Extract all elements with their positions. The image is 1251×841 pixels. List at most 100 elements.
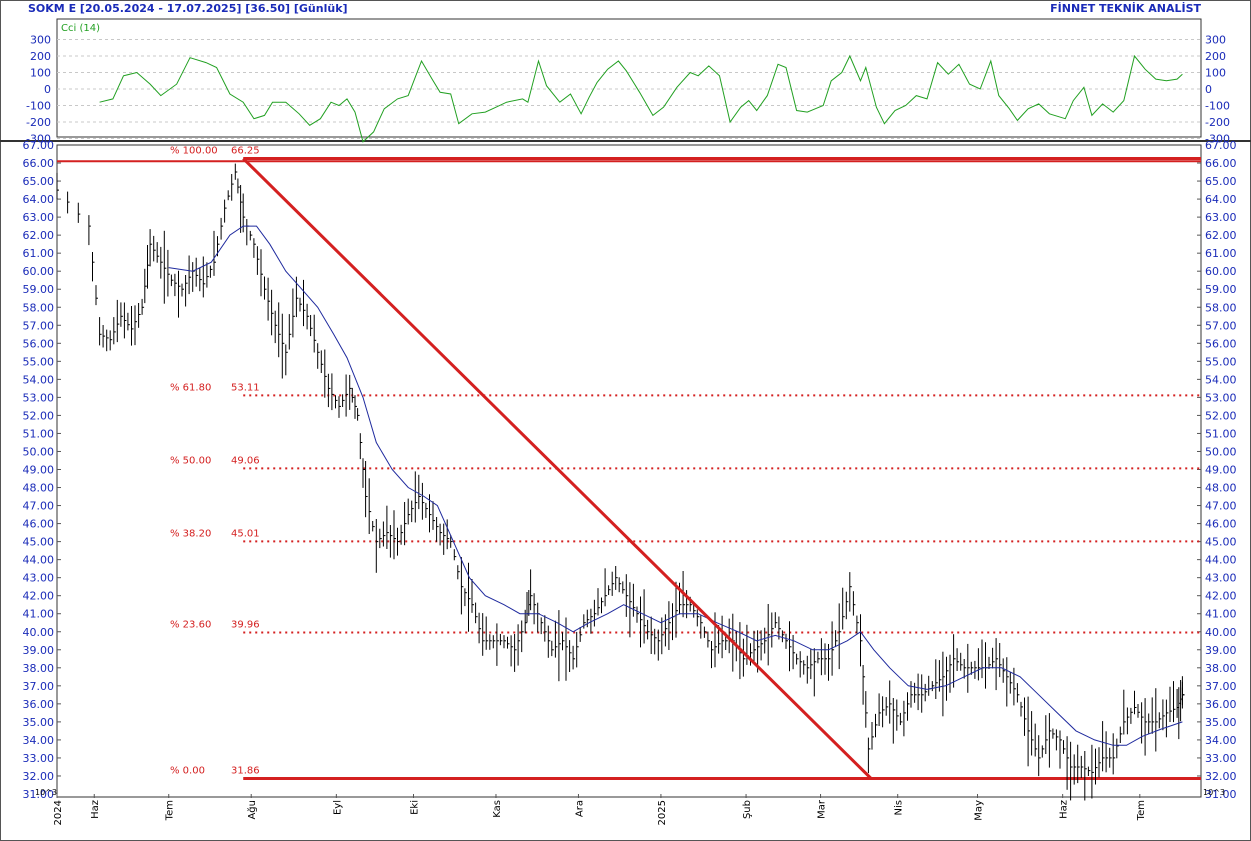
price-tick-label: 47.00 (23, 500, 55, 513)
price-tick-label: 50.00 (23, 445, 55, 458)
x-tick-label: 2024 (53, 800, 64, 825)
x-tick-label: 2025 (657, 800, 668, 825)
price-tick-label: 38.00 (1205, 662, 1237, 675)
cci-panel (56, 18, 1202, 138)
x-tick-label: Şub (742, 800, 753, 819)
price-tick-label: 42.00 (23, 590, 55, 603)
price-tick-label: 58.00 (23, 301, 55, 314)
cci-tick-label: -200 (1205, 116, 1230, 129)
price-tick-label: 51.00 (1205, 427, 1237, 440)
fib-pct-label: % 50.00 (170, 455, 211, 466)
cci-tick-label: 0 (44, 83, 51, 96)
x-tick-label: Eki (410, 800, 421, 815)
moving-average-line (168, 225, 1183, 746)
price-tick-label: 52.00 (1205, 409, 1237, 422)
price-tick-label: 44.00 (23, 554, 55, 567)
cci-tick-label: -300 (1205, 133, 1230, 146)
x-tick-label: Ağu (246, 800, 258, 820)
price-tick-label: 36.00 (23, 698, 55, 711)
price-tick-label: 48.00 (1205, 482, 1237, 495)
price-tick-label: 61.00 (23, 247, 55, 260)
cci-label: Cci (14) (61, 23, 100, 34)
price-tick-label: 42.00 (1205, 590, 1237, 603)
price-tick-label: 59.00 (1205, 283, 1237, 296)
fib-value-label: 45.01 (231, 528, 260, 539)
fib-pct-label: % 0.00 (170, 765, 205, 776)
x-tick-label: Haz (1059, 800, 1070, 819)
cci-tick-label: -100 (1205, 100, 1230, 113)
price-tick-label: 40.00 (1205, 626, 1237, 639)
price-tick-label: 67.00 (23, 139, 55, 152)
price-tick-label: 65.00 (1205, 175, 1237, 188)
cci-tick-label: -100 (26, 100, 51, 113)
price-tick-label: 31.00 (23, 788, 55, 801)
cci-tick-label: -200 (26, 116, 51, 129)
price-tick-label: 49.00 (23, 464, 55, 477)
fib-value-label: 49.06 (231, 455, 260, 466)
price-tick-label: 46.00 (23, 518, 55, 531)
price-tick-label: 56.00 (1205, 337, 1237, 350)
price-tick-label: 41.00 (23, 608, 55, 621)
price-tick-label: 35.00 (1205, 716, 1237, 729)
price-tick-label: 66.00 (23, 157, 55, 170)
price-tick-label: 55.00 (1205, 355, 1237, 368)
price-tick-label: 35.00 (23, 716, 55, 729)
price-tick-label: 56.00 (23, 337, 55, 350)
price-tick-label: 39.00 (1205, 644, 1237, 657)
price-tick-label: 58.00 (1205, 301, 1237, 314)
price-tick-label: 43.00 (1205, 572, 1237, 585)
price-tick-label: 33.00 (1205, 752, 1237, 765)
price-tick-label: 47.00 (1205, 500, 1237, 513)
price-tick-label: 32.00 (23, 770, 55, 783)
price-tick-label: 45.00 (23, 536, 55, 549)
price-tick-label: 51.00 (23, 427, 55, 440)
price-tick-label: 66.00 (1205, 157, 1237, 170)
fib-pct-label: % 38.20 (170, 528, 211, 539)
price-tick-label: 62.00 (1205, 229, 1237, 242)
price-tick-label: 63.00 (1205, 211, 1237, 224)
price-panel (56, 144, 1202, 798)
chart-header-left: SOKM E [20.05.2024 - 17.07.2025] [36.50]… (28, 2, 348, 15)
price-tick-label: 60.00 (23, 265, 55, 278)
price-tick-label: 37.00 (23, 680, 55, 693)
x-tick-label: Haz (90, 800, 101, 819)
price-tick-label: 54.00 (1205, 373, 1237, 386)
fib-pct-label: % 61.80 (170, 382, 211, 393)
x-tick-label: Tem (165, 800, 176, 821)
price-tick-label: 32.00 (1205, 770, 1237, 783)
price-tick-label: 64.00 (23, 193, 55, 206)
fib-value-label: 53.11 (231, 382, 260, 393)
price-tick-label: 64.00 (1205, 193, 1237, 206)
price-tick-label: 60.00 (1205, 265, 1237, 278)
price-tick-label: 34.00 (23, 734, 55, 747)
price-tick-label: 39.00 (23, 644, 55, 657)
cci-tick-label: 100 (1205, 67, 1226, 80)
fib-value-label: 31.86 (231, 765, 260, 776)
price-tick-label: 43.00 (23, 572, 55, 585)
price-tick-label: 65.00 (23, 175, 55, 188)
cci-tick-label: 300 (30, 34, 51, 47)
price-tick-label: 31.00 (1205, 788, 1237, 801)
price-tick-label: 46.00 (1205, 518, 1237, 531)
price-tick-label: 34.00 (1205, 734, 1237, 747)
price-tick-label: 40.00 (23, 626, 55, 639)
cci-tick-label: 100 (30, 67, 51, 80)
price-tick-label: 45.00 (1205, 536, 1237, 549)
price-tick-label: 55.00 (23, 355, 55, 368)
x-tick-label: Eyl (332, 800, 343, 815)
price-tick-label: 54.00 (23, 373, 55, 386)
price-tick-label: 53.00 (1205, 391, 1237, 404)
x-tick-label: Tem (1136, 800, 1147, 821)
price-tick-label: 37.00 (1205, 680, 1237, 693)
price-tick-label: 57.00 (23, 319, 55, 332)
cci-tick-label: 200 (1205, 50, 1226, 63)
price-tick-label: 44.00 (1205, 554, 1237, 567)
x-tick-label: May (974, 800, 985, 821)
cci-tick-label: 200 (30, 50, 51, 63)
price-tick-label: 36.00 (1205, 698, 1237, 711)
price-tick-label: 67.00 (1205, 139, 1237, 152)
cci-series-line (99, 54, 1183, 143)
cci-tick-label: 300 (1205, 34, 1226, 47)
price-tick-label: 57.00 (1205, 319, 1237, 332)
